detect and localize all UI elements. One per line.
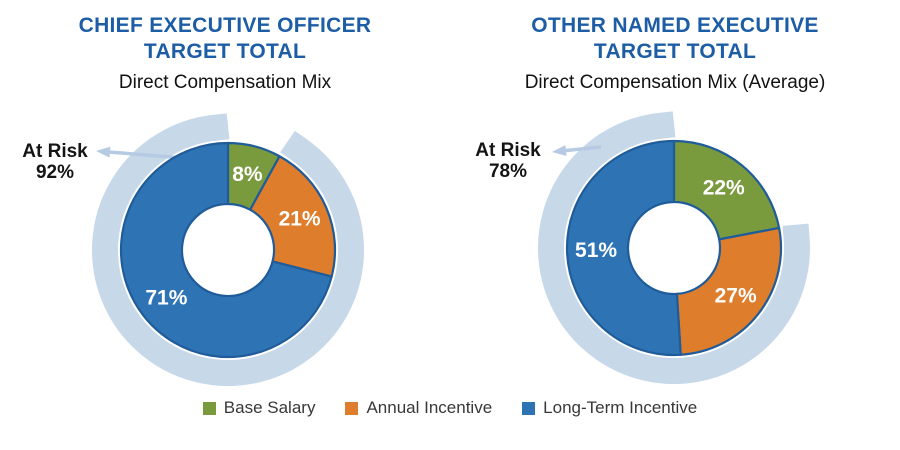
slice-percent-label: 71% (145, 286, 187, 309)
at-risk-value: 92% (35, 162, 75, 184)
donut-slice-long-term-incentive (119, 141, 333, 359)
donut-slice-base-salary (672, 139, 781, 241)
at-risk-arc (538, 111, 810, 384)
at-risk-value: 78% (488, 161, 528, 183)
legend-swatch-icon (522, 401, 536, 415)
donut-slice-long-term-incentive (565, 139, 682, 357)
legend: Base Salary Annual Incentive Long-Term Inc… (0, 398, 900, 418)
at-risk-arrow-shaft (107, 150, 185, 160)
donut-slice-annual-incentive (675, 226, 783, 356)
one-chart-subtitle: Direct Compensation Mix (Average) (524, 72, 826, 93)
ceo-chart-title: CHIEF EXECUTIVE OFFICER TARGET TOTAL (78, 14, 372, 63)
donut-slice-annual-incentive (249, 155, 337, 278)
at-risk-arrow-head (96, 146, 111, 158)
at-risk-arrow-head (552, 145, 567, 157)
legend-label: Annual Incentive (366, 398, 493, 417)
one-chart-title: OTHER NAMED EXECUTIVE TARGET TOTAL (531, 14, 819, 63)
at-risk-label: At Risk (22, 141, 88, 162)
at-risk-arc (92, 113, 364, 386)
at-risk-label: At Risk (475, 140, 541, 161)
slice-percent-label: 21% (279, 208, 321, 231)
legend-item-long-term-incentive: Long-Term Incentive (522, 398, 697, 418)
slice-percent-label: 8% (232, 163, 263, 186)
slice-percent-label: 27% (715, 284, 757, 307)
one-at-risk-callout: At Risk 78% (453, 140, 563, 183)
ceo-at-risk-callout: At Risk 92% (0, 141, 110, 184)
legend-swatch-icon (345, 401, 359, 415)
ceo-chart-subtitle: Direct Compensation Mix (118, 72, 332, 93)
legend-item-base-salary: Base Salary (202, 398, 316, 418)
at-risk-arrow-shaft (563, 145, 602, 153)
legend-swatch-icon (202, 401, 216, 415)
slice-percent-label: 51% (575, 239, 617, 262)
slice-percent-label: 22% (703, 176, 745, 199)
legend-item-annual-incentive: Annual Incentive (345, 398, 492, 418)
legend-label: Long-Term Incentive (543, 398, 698, 417)
legend-label: Base Salary (223, 398, 316, 417)
